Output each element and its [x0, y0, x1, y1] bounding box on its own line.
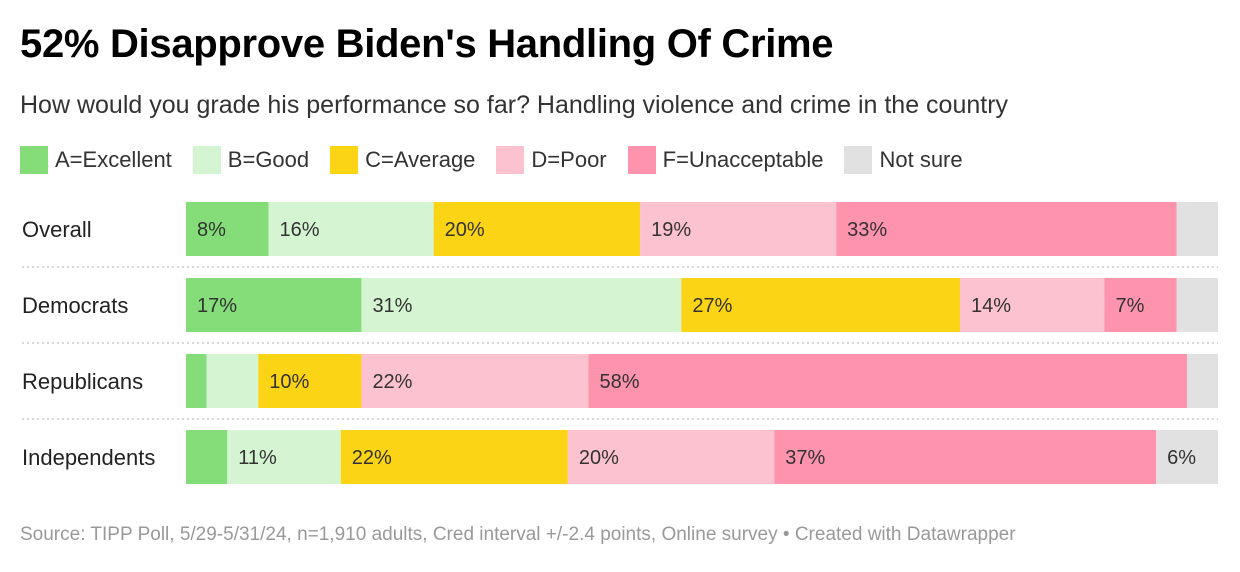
row-label: Overall [22, 217, 92, 242]
legend-label: C=Average [365, 147, 476, 172]
bar-segment [1187, 354, 1218, 408]
chart-title: 52% Disapprove Biden's Handling Of Crime [20, 22, 834, 66]
data-label: 22% [352, 447, 392, 469]
legend-label: A=Excellent [55, 147, 172, 172]
data-label: 10% [269, 371, 309, 393]
legend-label: F=Unacceptable [662, 147, 824, 172]
data-label: 31% [372, 295, 412, 317]
data-label: 20% [445, 219, 485, 241]
legend-label: D=Poor [531, 147, 607, 172]
legend-swatch [627, 146, 656, 174]
legend-swatch [192, 146, 221, 174]
row-label: Independents [22, 445, 155, 470]
bar-segment [361, 354, 589, 408]
bar-segment [186, 354, 207, 408]
data-label: 7% [1115, 295, 1144, 317]
data-label: 11% [238, 447, 277, 469]
data-label: 8% [197, 219, 226, 241]
data-label: 14% [971, 295, 1011, 317]
data-label: 6% [1167, 447, 1196, 469]
bar-segment [836, 202, 1177, 256]
legend: A=Excellent B=Good C=Average D=Poor F=Unacce… [20, 144, 984, 176]
legend-item: Not sure [844, 146, 963, 174]
source-note: Source: TIPP Poll, 5/29-5/31/24, n=1,910… [20, 524, 1016, 545]
row-label: Democrats [22, 293, 128, 318]
legend-label: B=Good [227, 147, 310, 172]
bar-segment [1176, 202, 1218, 256]
legend-swatch [20, 146, 48, 174]
legend-swatch [496, 146, 525, 174]
data-label: 37% [785, 447, 825, 469]
stacked-bar-chart: Overall 8% 16% 20% 19% 33% Democrats 17% 31% 27% 1… [22, 202, 1218, 484]
bar-segment [681, 278, 960, 332]
bar-segment [1156, 430, 1218, 484]
data-label: 17% [197, 295, 237, 317]
bar-segment [433, 202, 641, 256]
data-label: 58% [599, 371, 639, 393]
legend-item: C=Average [330, 146, 475, 174]
bar-segment [640, 202, 837, 256]
bar-segment [227, 430, 341, 484]
data-label: 27% [692, 295, 732, 317]
bar-segment [588, 354, 1188, 408]
bar-segment [1176, 278, 1218, 332]
data-label: 33% [847, 219, 887, 241]
legend-item: A=Excellent [20, 146, 172, 174]
bar-segment [206, 354, 259, 408]
data-label: 16% [280, 219, 320, 241]
legend-swatch [330, 146, 359, 174]
data-label: 20% [579, 447, 619, 469]
bar-segment [774, 430, 1157, 484]
legend-item: D=Poor [496, 146, 607, 174]
bar-segment [361, 278, 682, 332]
bar-segment [567, 430, 775, 484]
legend-swatch [844, 146, 873, 174]
bar-segment [258, 354, 362, 408]
bar-segment [186, 430, 228, 484]
data-label: 22% [372, 371, 412, 393]
legend-item: F=Unacceptable [627, 146, 824, 174]
bar-segment [268, 202, 434, 256]
legend-label: Not sure [879, 147, 963, 172]
bar-segment [186, 278, 362, 332]
bar-segment [960, 278, 1105, 332]
bar-segment [340, 430, 568, 484]
data-label: 19% [651, 219, 691, 241]
chart-subtitle: How would you grade his performance so f… [20, 91, 1009, 119]
bar-segment [186, 202, 269, 256]
legend-item: B=Good [192, 146, 310, 174]
row-label: Republicans [22, 369, 143, 394]
bar-segment [1104, 278, 1177, 332]
